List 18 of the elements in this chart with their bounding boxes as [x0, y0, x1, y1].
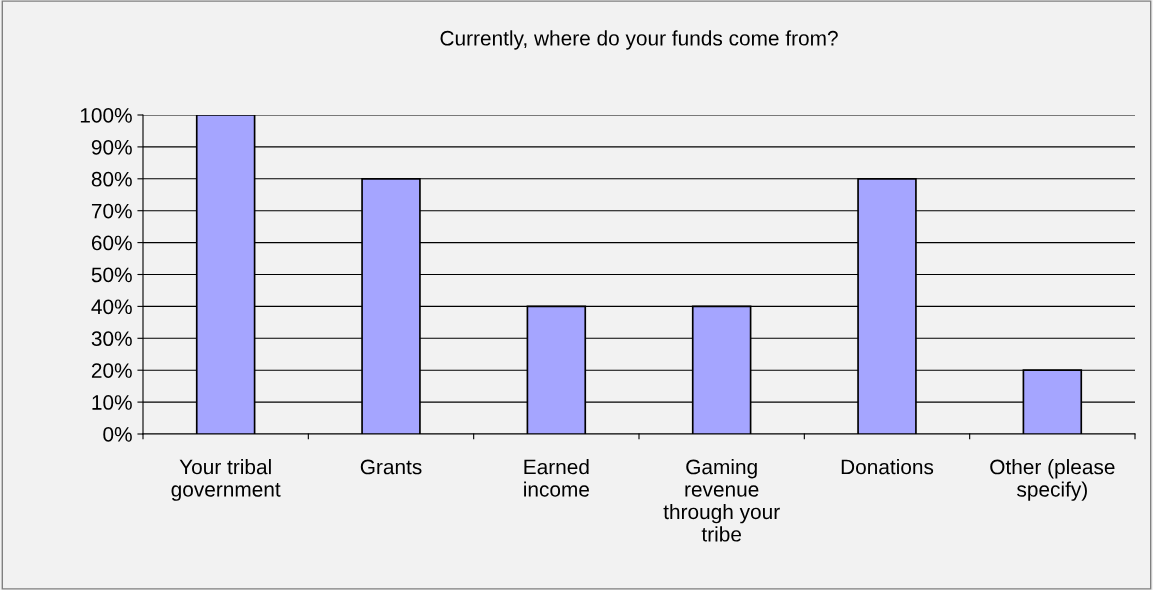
y-tick-label: 80%: [91, 171, 132, 187]
y-tick-label: 20%: [91, 363, 132, 378]
y-tick-label: 50%: [91, 267, 132, 283]
x-tick-label: Other (please specify): [990, 459, 1115, 501]
x-tick-label: Gaming revenue through your tribe: [663, 459, 780, 542]
y-tick-label: 70%: [91, 203, 132, 219]
x-tick-label: Donations: [841, 459, 934, 475]
y-tick-label: 40%: [91, 299, 132, 315]
x-tick-label: Earned income: [524, 459, 589, 497]
y-tick-label: 10%: [92, 395, 132, 410]
y-tick-label: 30%: [91, 331, 132, 347]
y-tick-label: 100%: [80, 108, 132, 123]
y-tick-label: 60%: [91, 235, 132, 251]
x-tick-label: Grants: [360, 459, 422, 475]
chart-title: Currently, where do your funds come from?: [440, 30, 838, 50]
x-tick-label: Your tribal government: [171, 459, 281, 501]
y-tick-label: 90%: [91, 139, 132, 155]
y-tick-label: 0%: [103, 427, 132, 442]
